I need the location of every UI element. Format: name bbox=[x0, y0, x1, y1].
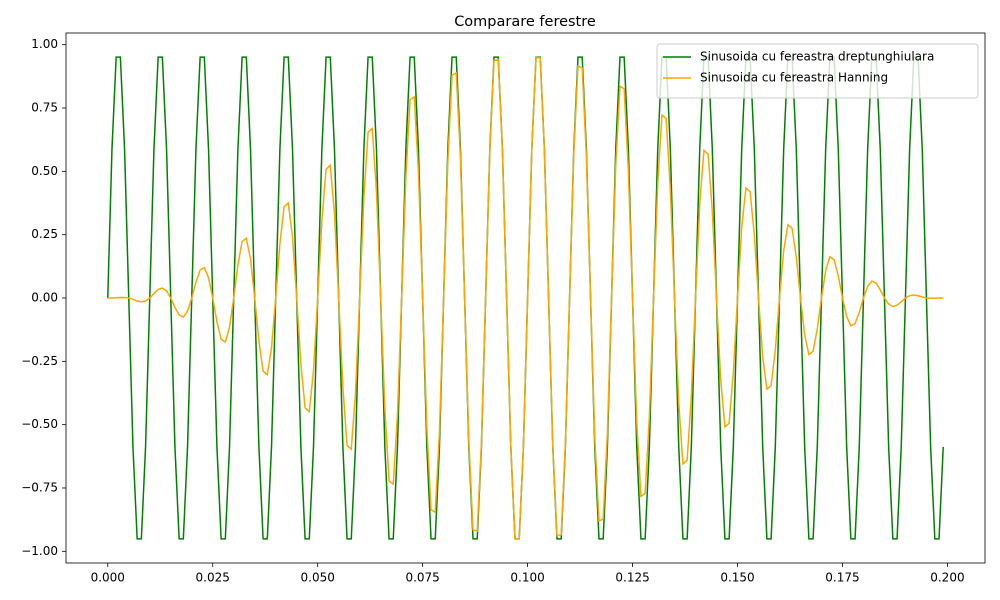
x-tick-label: 0.150 bbox=[720, 571, 754, 585]
y-tick-label: −1.00 bbox=[21, 544, 58, 558]
x-tick-label: 0.175 bbox=[825, 571, 859, 585]
y-tick-label: 0.75 bbox=[31, 101, 58, 115]
plot-frame bbox=[65, 32, 986, 564]
y-tick-label: 0.00 bbox=[31, 291, 58, 305]
chart-title: Comparare ferestre bbox=[454, 14, 596, 30]
x-tick-label: 0.050 bbox=[301, 571, 335, 585]
y-tick-label: −0.75 bbox=[21, 480, 58, 494]
series-line bbox=[107, 56, 944, 540]
x-tick-label: 0.200 bbox=[930, 571, 964, 585]
y-tick-label: −0.50 bbox=[21, 417, 58, 431]
y-tick-label: 0.25 bbox=[31, 227, 58, 241]
legend-box bbox=[656, 43, 979, 99]
y-tick-label: 1.00 bbox=[31, 37, 58, 51]
y-tick-label: 0.50 bbox=[31, 164, 58, 178]
x-tick-label: 0.100 bbox=[510, 571, 544, 585]
x-tick-label: 0.125 bbox=[615, 571, 649, 585]
y-tick-label: −0.25 bbox=[21, 354, 58, 368]
x-tick-label: 0.075 bbox=[405, 571, 439, 585]
x-tick-label: 0.000 bbox=[91, 571, 125, 585]
x-tick-label: 0.025 bbox=[196, 571, 230, 585]
legend-label: Sinusoida cu fereastra Hanning bbox=[700, 71, 888, 85]
legend-label: Sinusoida cu fereastra dreptunghiulara bbox=[700, 50, 934, 64]
